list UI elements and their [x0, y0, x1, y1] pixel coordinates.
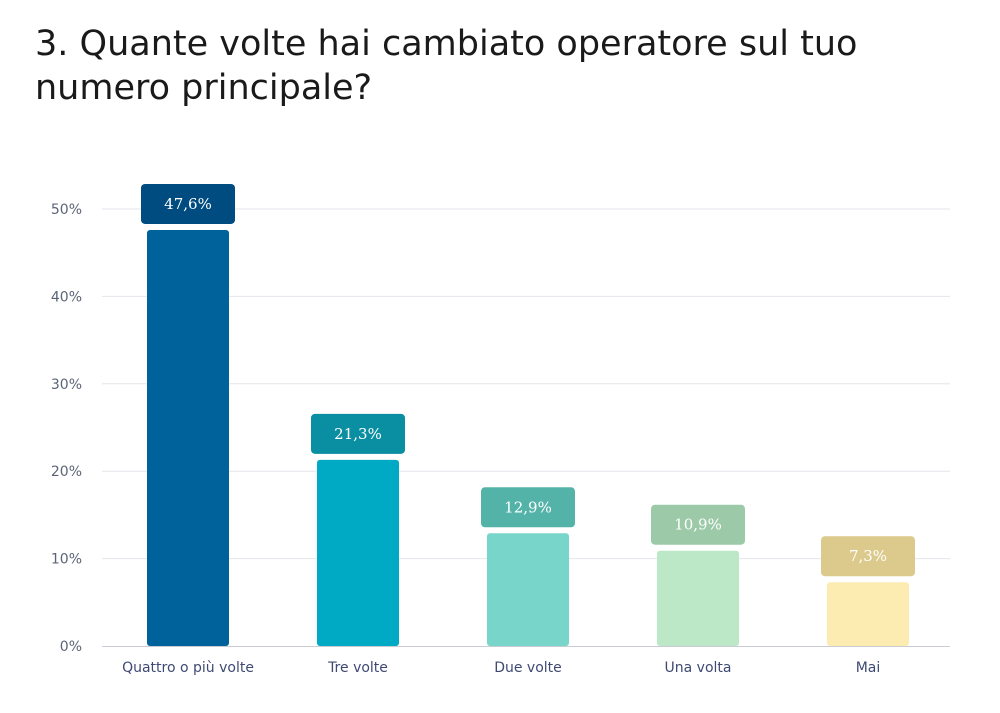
data-label-pill	[821, 536, 915, 577]
data-label: 7,3%	[849, 547, 887, 565]
bar	[487, 533, 569, 646]
y-tick-label: 40%	[51, 289, 82, 305]
data-label-pill	[651, 504, 745, 545]
y-tick-label: 50%	[51, 202, 82, 218]
y-tick-label: 20%	[51, 464, 82, 480]
bar-group: 21,3%	[311, 413, 405, 646]
category-label: Due volte	[494, 660, 562, 676]
category-label: Tre volte	[327, 660, 388, 676]
bar	[317, 459, 399, 646]
data-label-pill	[141, 183, 235, 224]
data-label-pill	[311, 413, 405, 454]
data-label: 21,3%	[334, 425, 382, 443]
category-label: Una volta	[665, 660, 732, 676]
category-label: Mai	[856, 660, 881, 676]
bars: 47,6% 21,3% 12,9% 10,9% 7,3%	[141, 183, 915, 646]
bar-group: 12,9%	[481, 487, 575, 646]
bar	[657, 550, 739, 646]
x-axis-labels: Quattro o più volte Tre volte Due volte Una…	[122, 660, 880, 676]
bar	[827, 582, 909, 646]
y-axis-ticks: 0% 10% 20% 30% 40% 50%	[51, 202, 82, 655]
y-tick-label: 10%	[51, 552, 82, 568]
data-label: 10,9%	[674, 516, 722, 534]
bar-group: 10,9%	[651, 504, 745, 646]
bar-group: 7,3%	[821, 536, 915, 646]
category-label: Quattro o più volte	[122, 660, 254, 676]
y-tick-label: 0%	[60, 639, 82, 655]
bar-group: 47,6%	[141, 183, 235, 646]
data-label: 47,6%	[164, 195, 212, 213]
chart-title: 3. Quante volte hai cambiato operatore s…	[35, 24, 858, 108]
y-tick-label: 30%	[51, 377, 82, 393]
data-label: 12,9%	[504, 498, 552, 516]
data-label-pill	[481, 487, 575, 528]
bar	[147, 229, 229, 646]
